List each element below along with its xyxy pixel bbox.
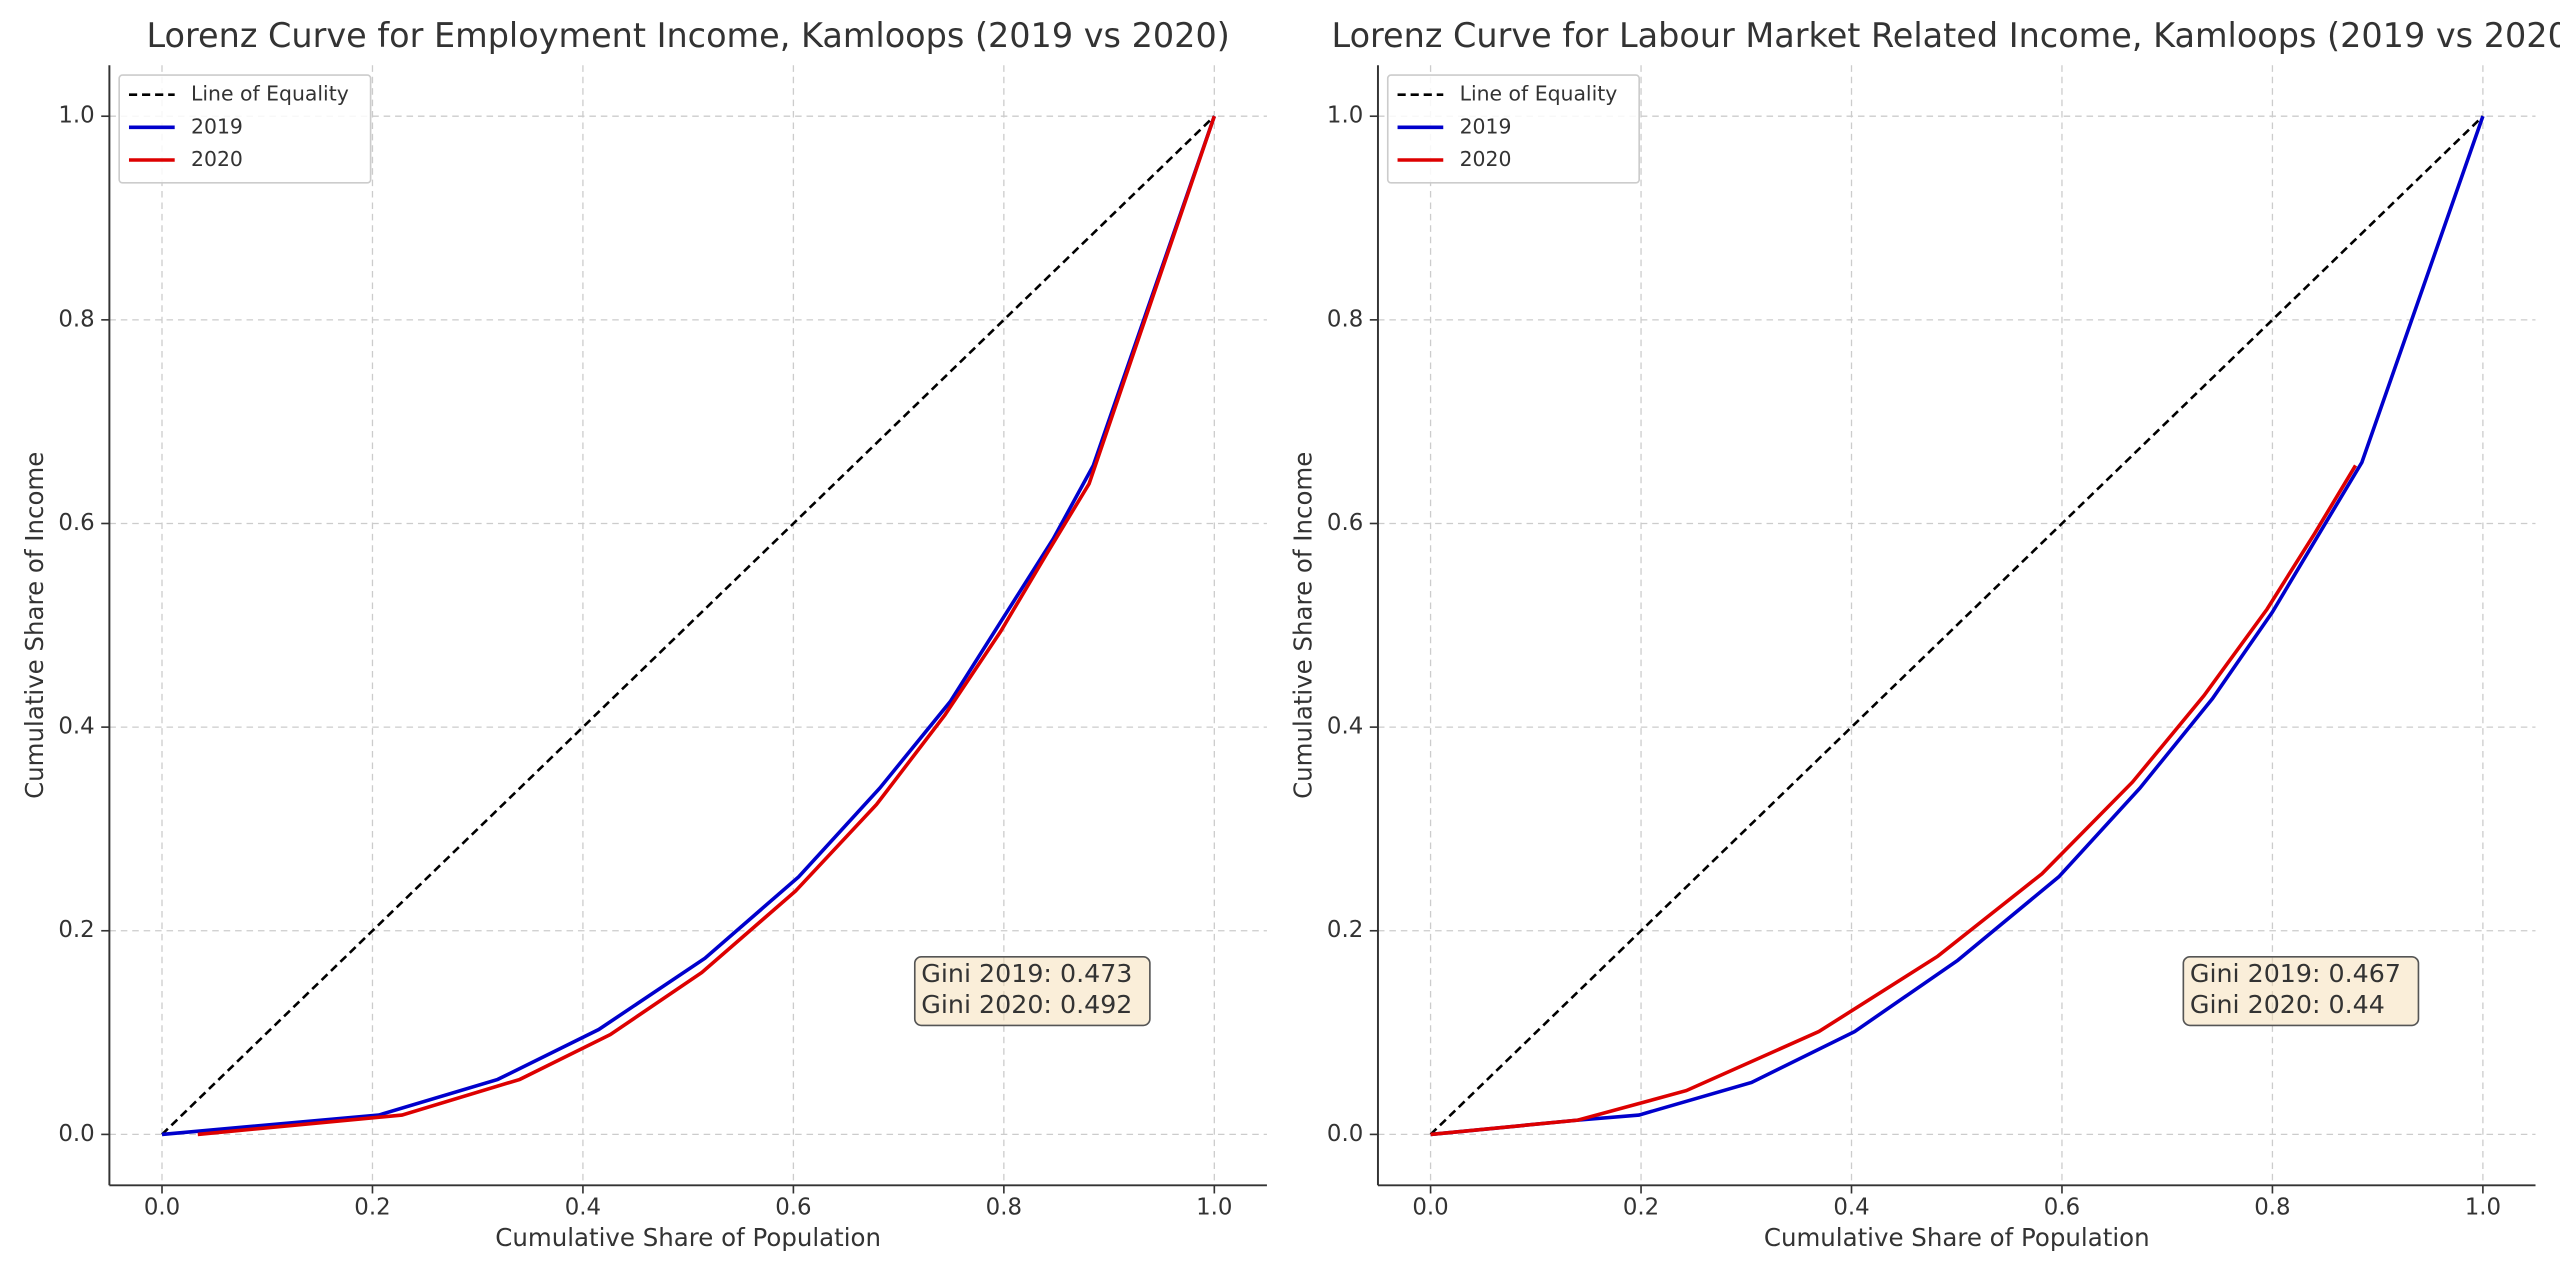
y-tick-label: 0.0: [1327, 1121, 1363, 1147]
series-line: [161, 115, 1216, 1136]
legend-label: 2019: [1460, 114, 1512, 138]
annotation-text: Gini 2020: 0.44: [2190, 990, 2385, 1019]
y-tick-label: 0.2: [58, 917, 94, 943]
x-tick-label: 1.0: [2465, 1195, 2501, 1221]
subplot: 0.0 0.2 0.4 0.6 0.8 1.0 0.0 0.2 0.4 0.6 0.8 1.0 Lore…: [1288, 16, 2560, 1252]
x-tick-label: 0.6: [2044, 1195, 2080, 1221]
annotation-text: Gini 2020: 0.492: [921, 990, 1132, 1019]
series-line: [197, 115, 1217, 1137]
y-tick-label: 0.2: [1327, 917, 1363, 943]
x-tick-label: 0.4: [1833, 1195, 1869, 1221]
y-tick-label: 0.6: [58, 510, 94, 536]
legend-label: 2020: [1460, 147, 1512, 171]
x-tick-label: 0.8: [2254, 1195, 2290, 1221]
x-tick-label: 0.0: [144, 1195, 180, 1221]
x-tick-label: 0.4: [565, 1195, 601, 1221]
y-tick-label: 1.0: [1327, 103, 1363, 129]
annotation-box: [2182, 956, 2420, 1027]
x-tick-label: 0.2: [1623, 1195, 1659, 1221]
y-axis-label: Cumulative Share of Income: [1288, 452, 1317, 799]
series-line: [161, 115, 1217, 1137]
x-tick-label: 0.0: [1412, 1195, 1448, 1221]
x-tick-label: 0.2: [354, 1195, 390, 1221]
annotation-text: Gini 2019: 0.473: [921, 959, 1132, 988]
y-tick-label: 0.4: [1327, 714, 1363, 740]
y-tick-label: 0.0: [58, 1121, 94, 1147]
chart-title: Lorenz Curve for Labour Market Related I…: [1332, 16, 2560, 55]
legend-label: Line of Equality: [191, 82, 349, 106]
annotation-text: Gini 2019: 0.467: [2190, 959, 2401, 988]
legend: Line of Equality 2019 2020: [118, 74, 372, 184]
x-tick-label: 0.8: [986, 1195, 1022, 1221]
x-tick-label: 1.0: [1196, 1195, 1232, 1221]
legend: Line of Equality 2019 2020: [1386, 74, 1640, 184]
legend-label: Line of Equality: [1460, 82, 1618, 106]
y-tick-label: 1.0: [58, 103, 94, 129]
series-line: [1430, 115, 2485, 1137]
legend-box: [118, 74, 372, 184]
y-tick-label: 0.6: [1327, 510, 1363, 536]
legend-label: 2020: [191, 147, 243, 171]
subplot: 0.0 0.2 0.4 0.6 0.8 1.0 0.0 0.2 0.4 0.6 0.8 1.0 Lore…: [20, 16, 1267, 1252]
annotation-box: [913, 956, 1151, 1027]
series-line: [1430, 464, 2358, 1137]
y-tick-label: 0.8: [58, 306, 94, 332]
x-tick-label: 0.6: [775, 1195, 811, 1221]
y-tick-label: 0.4: [58, 714, 94, 740]
y-axis-label: Cumulative Share of Income: [20, 452, 49, 799]
legend-label: 2019: [191, 114, 243, 138]
x-axis-label: Cumulative Share of Population: [495, 1223, 881, 1252]
series-line: [1429, 115, 2484, 1136]
chart-title: Lorenz Curve for Employment Income, Kaml…: [147, 16, 1230, 55]
y-tick-label: 0.8: [1327, 306, 1363, 332]
x-axis-label: Cumulative Share of Population: [1764, 1223, 2150, 1252]
legend-box: [1386, 74, 1640, 184]
